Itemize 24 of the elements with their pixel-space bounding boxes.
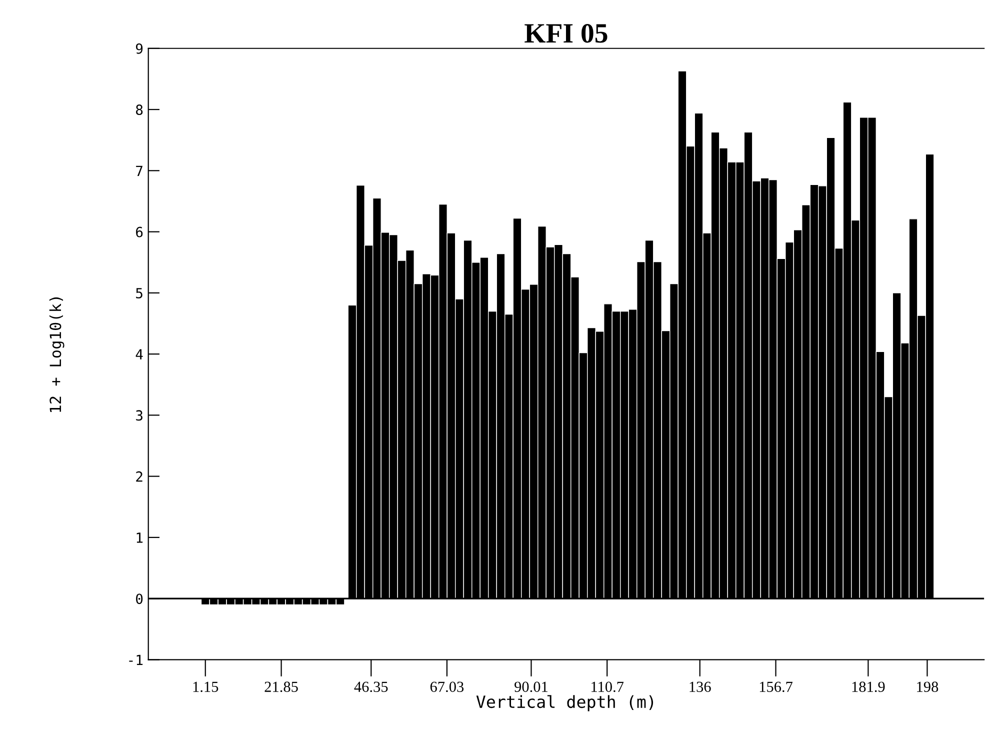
y-tick-label: 4: [136, 349, 143, 360]
y-axis-title: 12 + Log10(k): [49, 297, 64, 412]
y-tick-label: 1: [136, 532, 143, 543]
chart-title: KFI 05: [524, 24, 608, 43]
x-tick-label: 1.15: [193, 682, 218, 692]
y-tick-label: 5: [136, 288, 142, 298]
x-tick-label: 21.85: [264, 682, 298, 692]
x-tick-label: 136: [690, 682, 711, 692]
y-tick-label: 7: [136, 166, 142, 176]
y-tick-label: 2: [136, 471, 142, 482]
x-tick-label: 67.03: [430, 682, 464, 692]
x-tick-label: 46.35: [354, 682, 388, 692]
x-tick-label: 198: [917, 682, 938, 692]
y-tick-label: -1: [129, 654, 143, 666]
x-tick-label: 90.01: [514, 682, 548, 692]
y-tick-label: 8: [136, 104, 143, 116]
y-tick-label: 6: [136, 226, 143, 238]
x-tick-label: 156.7: [760, 682, 793, 692]
y-tick-label: 3: [136, 410, 142, 421]
x-tick-label: 110.7: [592, 682, 624, 692]
y-tick-label: 9: [136, 43, 143, 54]
y-tick-label: 0: [136, 594, 143, 604]
x-tick-label: 181.9: [852, 682, 885, 692]
x-axis-title: Vertical depth (m): [476, 695, 654, 712]
